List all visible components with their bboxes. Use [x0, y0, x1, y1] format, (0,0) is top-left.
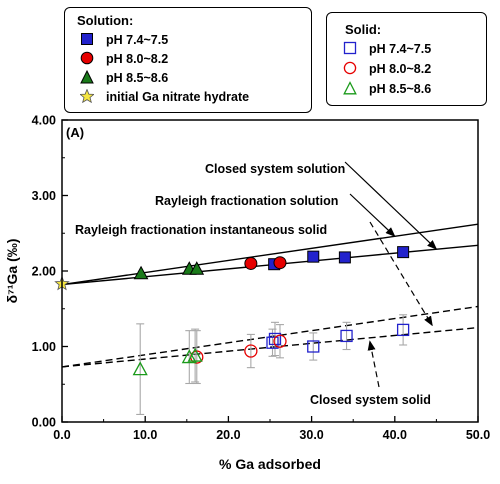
model-line — [61, 326, 479, 368]
y-tick-label: 4.00 — [32, 114, 56, 128]
annotation-label: Closed system solution — [205, 162, 345, 176]
solution-data-point — [273, 256, 287, 270]
legend-solution-item: pH 8.5~8.6 — [80, 70, 168, 85]
y-tick-label: 3.00 — [32, 189, 56, 203]
legend-label: pH 8.0~8.2 — [369, 62, 432, 76]
triangle-marker-icon — [80, 70, 94, 84]
legend-label: pH 8.5~8.6 — [106, 71, 169, 85]
open-circle-marker-icon — [343, 61, 357, 75]
annotation-arrow — [369, 221, 433, 327]
solution-data-point — [189, 261, 205, 275]
legend-solid: Solid: pH 7.4~7.5 pH 8.0~8.2 pH 8.5~8.6 — [326, 12, 487, 106]
solution-data-point — [133, 265, 149, 280]
square-marker-icon — [81, 33, 93, 45]
legend-solid-item: pH 7.4~7.5 — [343, 41, 431, 56]
x-tick-label: 50.0 — [466, 428, 490, 442]
solution-data-point — [397, 246, 410, 259]
x-tick-label: 40.0 — [383, 428, 407, 442]
solid-data-point — [273, 334, 287, 348]
legend-solution-title: Solution: — [77, 13, 134, 28]
annotation-label: Closed system solid — [310, 393, 431, 407]
open-square-marker-icon — [343, 41, 357, 55]
solid-data-point — [187, 347, 203, 362]
y-tick-label: 0.00 — [32, 416, 56, 430]
x-axis-title: % Ga adsorbed — [219, 456, 321, 472]
legend-label: pH 8.0~8.2 — [106, 52, 169, 66]
x-tick-label: 10.0 — [133, 428, 157, 442]
legend-label: pH 8.5~8.6 — [369, 82, 432, 96]
legend-solution-item: pH 8.0~8.2 — [80, 51, 168, 66]
legend-label: initial Ga nitrate hydrate — [106, 90, 250, 104]
model-line — [61, 223, 479, 286]
solution-data-point — [244, 256, 258, 270]
legend-solution: Solution: pH 7.4~7.5 pH 8.0~8.2 pH 8.5~8… — [64, 7, 312, 113]
y-tick-label: 2.00 — [32, 265, 56, 279]
solution-data-point — [338, 251, 351, 264]
annotation-label: Rayleigh fractionation instantaneous sol… — [75, 223, 327, 237]
solid-data-point — [307, 340, 320, 353]
solid-data-point — [244, 344, 258, 358]
legend-solution-item: initial Ga nitrate hydrate — [80, 89, 249, 104]
solid-data-point — [396, 323, 410, 337]
legend-label: pH 7.4~7.5 — [106, 33, 169, 47]
solid-data-point — [181, 349, 197, 364]
y-tick-label: 1.00 — [32, 340, 56, 354]
legend-solid-title: Solid: — [345, 22, 382, 37]
solid-data-point — [340, 329, 353, 343]
legend-solid-item: pH 8.0~8.2 — [343, 61, 431, 76]
solid-data-point — [266, 336, 279, 349]
panel-label: (A) — [66, 125, 84, 140]
solid-data-point — [132, 361, 148, 376]
y-axis-title: δ⁷¹Ga (‰) — [4, 239, 20, 304]
x-tick-label: 0.0 — [53, 428, 70, 442]
annotation-arrow — [367, 340, 380, 388]
x-tick-label: 30.0 — [299, 428, 323, 442]
x-tick-label: 20.0 — [216, 428, 240, 442]
annotation-arrow — [344, 161, 438, 250]
circle-marker-icon — [80, 51, 94, 65]
legend-label: pH 7.4~7.5 — [369, 42, 432, 56]
solution-data-point — [307, 250, 320, 263]
legend-solid-item: pH 8.5~8.6 — [343, 81, 431, 96]
legend-solution-item: pH 7.4~7.5 — [80, 32, 168, 47]
annotation-label: Rayleigh fractionation solution — [155, 194, 338, 208]
open-triangle-marker-icon — [343, 81, 357, 95]
annotation-arrow — [349, 193, 396, 237]
star-marker-icon — [80, 89, 94, 103]
